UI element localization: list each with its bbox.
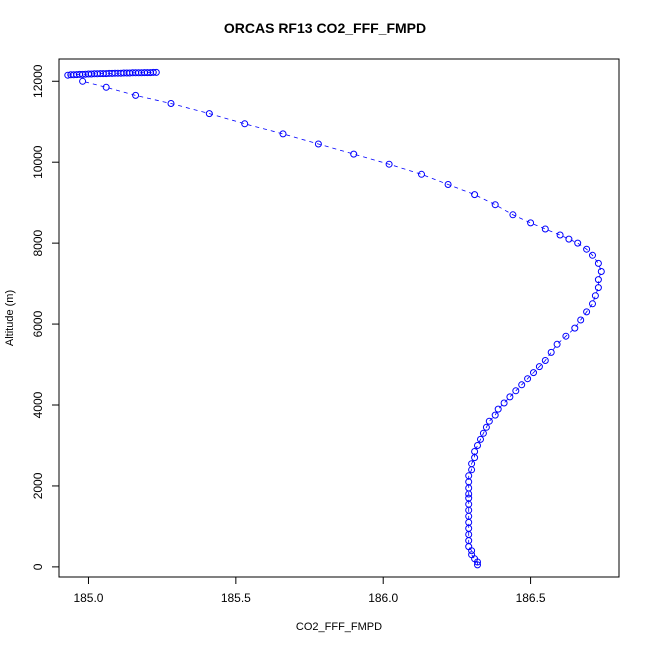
- data-point: [518, 381, 526, 389]
- data-point: [468, 551, 476, 559]
- data-point: [152, 68, 160, 76]
- data-point: [350, 150, 358, 158]
- data-point: [571, 324, 579, 332]
- data-point: [553, 340, 561, 348]
- data-point: [583, 245, 591, 253]
- x-tick-label: 185.5: [221, 591, 251, 605]
- data-point: [418, 170, 425, 178]
- data-point: [314, 140, 322, 148]
- data-point: [471, 191, 479, 199]
- data-point: [465, 543, 473, 551]
- y-tick-label: 4000: [31, 391, 45, 418]
- data-point: [149, 68, 157, 76]
- data-point: [594, 276, 602, 284]
- data-point: [509, 211, 517, 219]
- x-tick-label: 186.5: [516, 591, 546, 605]
- data-point: [465, 472, 473, 480]
- data-point: [79, 77, 87, 85]
- data-point: [485, 417, 493, 425]
- y-tick-label: 8000: [31, 229, 45, 256]
- data-point: [474, 442, 481, 449]
- data-point: [385, 160, 393, 168]
- data-point: [500, 399, 508, 407]
- data-point: [444, 181, 452, 188]
- data-point: [479, 429, 487, 437]
- data-point: [468, 460, 476, 468]
- data-point: [205, 110, 213, 118]
- data-point: [589, 300, 596, 308]
- data-point: [589, 251, 596, 259]
- data-point: [512, 387, 520, 395]
- data-point: [506, 393, 514, 401]
- data-points: [64, 68, 605, 569]
- x-tick-label: 185.0: [73, 591, 103, 605]
- x-axis: 185.0 185.5 186.0 186.5: [73, 577, 546, 605]
- data-point: [594, 259, 602, 267]
- data-point: [556, 231, 564, 239]
- data-point: [471, 448, 479, 455]
- data-point: [583, 308, 591, 316]
- data-point: [527, 219, 535, 227]
- data-point: [591, 292, 599, 300]
- series-line-0: [82, 80, 602, 565]
- data-point: [541, 225, 549, 233]
- data-point: [465, 494, 473, 502]
- data-point: [597, 268, 605, 275]
- x-axis-label: CO2_FFF_FMPD: [296, 621, 382, 633]
- data-point: [494, 405, 502, 413]
- series-line: [67, 72, 602, 565]
- data-point: [547, 348, 555, 356]
- data-point: [491, 201, 499, 209]
- data-point: [167, 100, 175, 107]
- data-point: [477, 435, 484, 443]
- data-point: [482, 423, 490, 431]
- data-point: [491, 411, 499, 419]
- data-point: [541, 357, 549, 364]
- data-point: [279, 130, 287, 138]
- chart-title: ORCAS RF13 CO2_FFF_FMPD: [223, 20, 427, 36]
- data-point: [574, 239, 582, 247]
- data-point: [530, 369, 537, 377]
- data-point: [594, 284, 602, 292]
- y-tick-label: 10000: [31, 145, 45, 179]
- data-point: [102, 83, 110, 91]
- y-axis-label: Altitude (m): [4, 290, 16, 346]
- y-axis: 0 2000 4000 6000 8000 10000 12000: [31, 64, 59, 570]
- y-tick-label: 0: [31, 563, 45, 570]
- y-tick-label: 6000: [31, 310, 45, 337]
- plot-frame: [58, 58, 620, 578]
- y-tick-label: 2000: [31, 472, 45, 499]
- data-point: [562, 332, 570, 340]
- data-point: [565, 235, 573, 243]
- x-tick-label: 186.0: [368, 591, 398, 605]
- data-point: [241, 120, 249, 128]
- data-point: [132, 91, 140, 99]
- data-point: [577, 316, 585, 324]
- data-point: [474, 561, 481, 569]
- data-point: [524, 375, 532, 383]
- data-point: [535, 363, 543, 371]
- y-tick-label: 12000: [31, 64, 45, 98]
